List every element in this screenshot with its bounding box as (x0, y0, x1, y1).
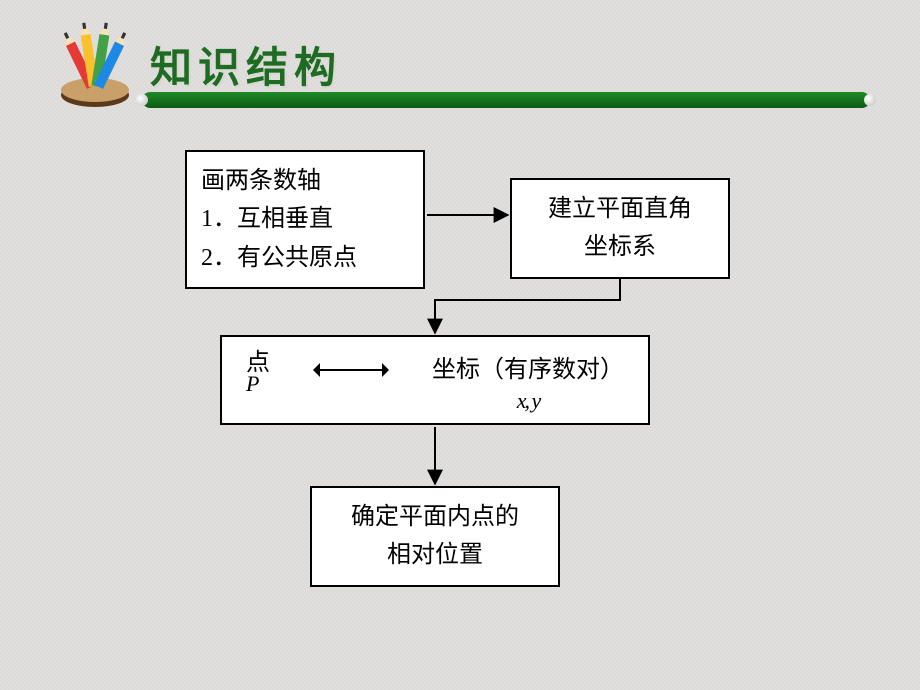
coord-column: 坐标（有序数对） x, y (432, 351, 624, 419)
text-line: 画两条数轴 (201, 162, 409, 200)
box-axes-rules: 画两条数轴 1．互相垂直 2．有公共原点 (185, 150, 425, 289)
bidirectional-arrow-icon (316, 369, 386, 371)
point-variable: P (246, 372, 270, 395)
point-column: 点 P (246, 351, 270, 395)
text-line: 建立平面直角 (526, 190, 714, 228)
text-line: 1．互相垂直 (201, 200, 409, 238)
box-establish-system: 建立平面直角 坐标系 (510, 178, 730, 279)
text-line: 2．有公共原点 (201, 239, 409, 277)
box-determine-position: 确定平面内点的 相对位置 (310, 486, 560, 587)
text-line: 相对位置 (326, 536, 544, 574)
text-line: 确定平面内点的 (326, 498, 544, 536)
text-line: 坐标系 (526, 228, 714, 266)
coord-xy: x, y (517, 383, 540, 418)
box-point-coord: 点 P 坐标（有序数对） x, y (220, 335, 650, 425)
